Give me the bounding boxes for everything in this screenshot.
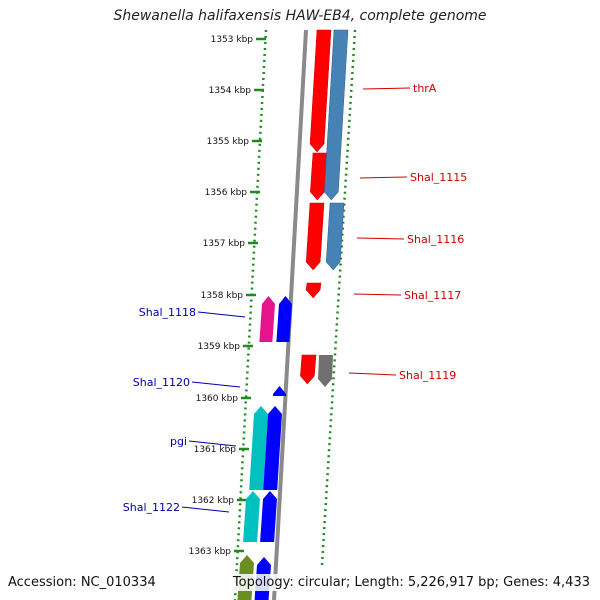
forward-strand-block bbox=[324, 29, 349, 201]
forward-gene-label: Shal_1117 bbox=[404, 289, 461, 302]
gene-label-leader bbox=[356, 237, 405, 240]
kbp-label: 1361 kbp bbox=[194, 445, 237, 455]
reverse-gene-block bbox=[263, 406, 282, 490]
gene-label-leader bbox=[353, 293, 402, 296]
reverse-gene-label: Shal_1118 bbox=[139, 306, 196, 319]
gene-label-leader bbox=[348, 372, 397, 376]
forward-gene-block bbox=[305, 282, 322, 299]
gene-label-leader bbox=[188, 440, 237, 447]
reverse-gene-block bbox=[273, 386, 286, 396]
topology-text: Topology: circular; Length: 5,226,917 bp… bbox=[230, 574, 592, 591]
reverse-gene-label: Shal_1120 bbox=[133, 376, 190, 389]
kbp-label: 1360 kbp bbox=[196, 394, 239, 404]
kbp-label: 1359 kbp bbox=[198, 342, 241, 352]
forward-gene-block bbox=[309, 29, 332, 153]
forward-gene-label: Shal_1116 bbox=[407, 233, 464, 246]
forward-strand-block bbox=[325, 202, 345, 271]
kbp-label: 1354 kbp bbox=[209, 86, 252, 96]
reverse-gene-label: Shal_1122 bbox=[123, 501, 180, 514]
reverse-gene-block bbox=[276, 296, 292, 342]
forward-gene-block bbox=[310, 152, 328, 201]
reverse-gene-label: pgi bbox=[170, 435, 187, 448]
accession-text: Accession: NC_010334 bbox=[6, 574, 158, 591]
gene-label-leader bbox=[197, 311, 246, 318]
gene-label-leader bbox=[359, 176, 408, 179]
kbp-label: 1353 kbp bbox=[211, 35, 254, 45]
kbp-label: 1356 kbp bbox=[205, 188, 248, 198]
forward-gene-block bbox=[300, 354, 317, 385]
kbp-label: 1363 kbp bbox=[189, 547, 232, 557]
gene-label-leader bbox=[362, 87, 411, 90]
forward-gene-label: thrA bbox=[413, 82, 437, 95]
genome-title: Shewanella halifaxensis HAW-EB4, complet… bbox=[113, 8, 487, 24]
reverse-gene-block bbox=[243, 491, 260, 542]
kbp-label: 1358 kbp bbox=[201, 291, 244, 301]
left-outer-border bbox=[233, 29, 268, 600]
kbp-label: 1355 kbp bbox=[207, 137, 250, 147]
kbp-label: 1357 kbp bbox=[203, 239, 246, 249]
forward-gene-label: Shal_1115 bbox=[410, 171, 467, 184]
gene-label-leader bbox=[191, 381, 241, 388]
reverse-gene-block bbox=[259, 296, 275, 342]
forward-gene-label: Shal_1119 bbox=[399, 369, 456, 382]
forward-gene-block bbox=[305, 202, 325, 271]
gene-label-leader bbox=[181, 506, 230, 513]
forward-gray-block bbox=[318, 355, 333, 387]
kbp-label: 1362 kbp bbox=[192, 496, 235, 506]
reverse-gene-block bbox=[249, 406, 268, 490]
reverse-gene-block bbox=[260, 491, 277, 542]
